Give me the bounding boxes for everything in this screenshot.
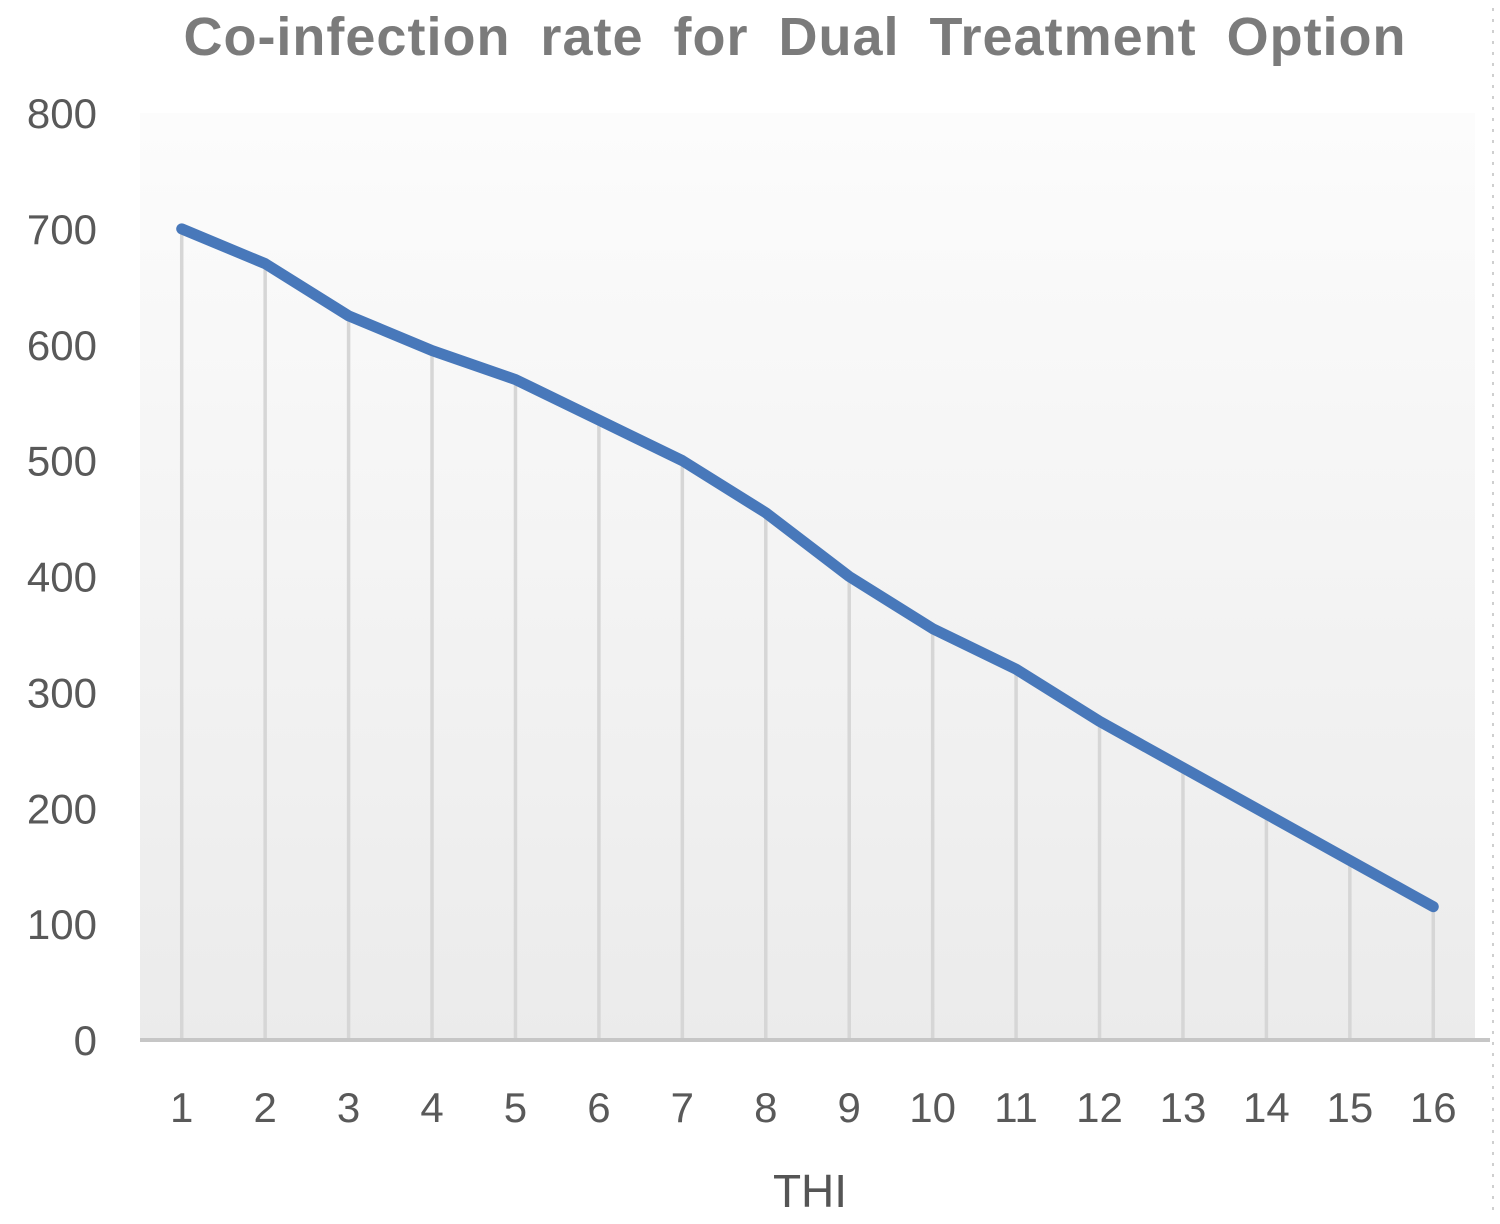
x-tick-label: 15 <box>1326 1084 1373 1131</box>
plot-background <box>140 113 1475 1040</box>
x-tick-label: 6 <box>587 1084 610 1131</box>
x-tick-label: 4 <box>420 1084 443 1131</box>
x-tick-label: 16 <box>1410 1084 1457 1131</box>
chart-title: Co-infection rate for Dual Treatment Opt… <box>183 7 1406 67</box>
y-tick-label: 600 <box>27 322 97 369</box>
x-tick-label: 13 <box>1160 1084 1207 1131</box>
y-tick-label: 400 <box>27 554 97 601</box>
x-tick-label: 2 <box>253 1084 276 1131</box>
y-tick-label: 0 <box>74 1017 97 1064</box>
x-tick-label: 1 <box>170 1084 193 1131</box>
y-tick-label: 700 <box>27 206 97 253</box>
data-line <box>176 223 1439 913</box>
y-tick-label: 200 <box>27 785 97 832</box>
x-tick-label: 11 <box>994 1084 1038 1131</box>
x-tick-label: 3 <box>337 1084 360 1131</box>
x-axis-title: THI <box>773 1165 847 1217</box>
x-tick-label: 5 <box>504 1084 527 1131</box>
y-tick-label: 800 <box>27 90 97 137</box>
y-tick-label: 500 <box>27 438 97 485</box>
x-tick-label: 14 <box>1243 1084 1290 1131</box>
x-tick-label: 7 <box>671 1084 694 1131</box>
x-tick-label: 8 <box>754 1084 777 1131</box>
y-tick-label: 300 <box>27 669 97 716</box>
y-tick-label: 100 <box>27 901 97 948</box>
x-tick-label: 10 <box>909 1084 956 1131</box>
x-tick-label: 12 <box>1076 1084 1123 1131</box>
x-tick-label: 9 <box>838 1084 861 1131</box>
